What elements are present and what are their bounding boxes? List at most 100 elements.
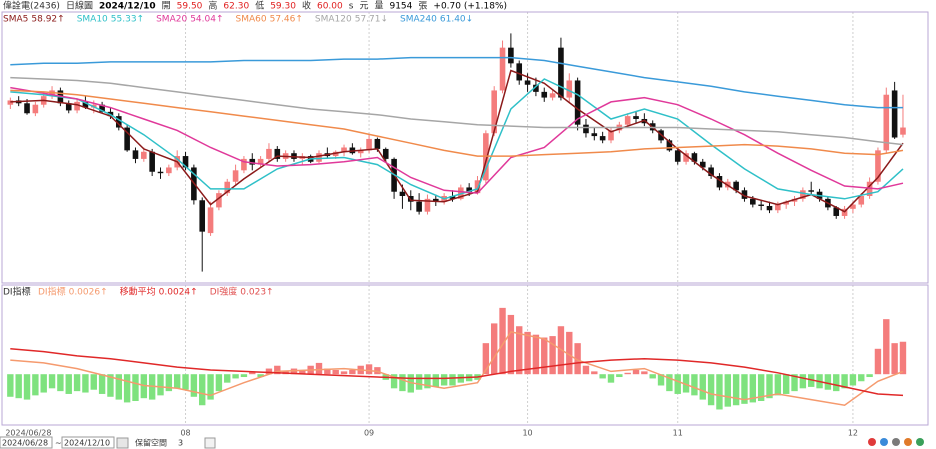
histogram-bar xyxy=(749,374,757,403)
candle-body xyxy=(541,91,548,98)
histogram-bar xyxy=(207,374,214,400)
histogram-bar xyxy=(866,374,873,378)
candle-body xyxy=(549,93,556,98)
histogram-bar xyxy=(791,374,798,392)
date-from-box[interactable] xyxy=(0,436,53,449)
candle-body xyxy=(257,158,264,165)
candle-body xyxy=(800,190,806,199)
legend-name: DI指標 xyxy=(38,286,66,298)
candle-body xyxy=(149,151,155,172)
histogram-bar xyxy=(399,374,406,392)
histogram-bar xyxy=(215,374,223,392)
date-from: 2024/06/28 xyxy=(2,439,48,448)
histogram-bar xyxy=(774,374,782,396)
histogram-bar xyxy=(874,348,882,375)
candle-body xyxy=(166,167,172,174)
candle-body xyxy=(716,176,723,188)
histogram-bar xyxy=(257,374,264,378)
histogram-bar xyxy=(883,319,890,375)
header-item: 量 xyxy=(374,1,383,12)
candle-body xyxy=(274,148,281,159)
candle-body xyxy=(875,150,881,182)
histogram-bar xyxy=(107,374,114,397)
histogram-bar xyxy=(349,369,356,375)
histogram-bar xyxy=(65,374,72,394)
spin-button[interactable] xyxy=(204,437,216,449)
candle-body xyxy=(499,47,506,91)
histogram-bar xyxy=(616,374,623,378)
candle-body xyxy=(65,103,72,111)
histogram-bar xyxy=(324,368,331,375)
header-item: 9154 xyxy=(389,2,412,12)
histogram-bar xyxy=(666,374,673,392)
legend-value: 61.40↓ xyxy=(440,15,473,25)
histogram-bar xyxy=(7,374,14,397)
candle-body xyxy=(241,158,247,171)
histogram-bar xyxy=(732,374,740,406)
histogram-bar xyxy=(532,334,540,375)
legend-value: 54.04↑ xyxy=(190,15,223,25)
histogram-bar xyxy=(707,374,715,406)
histogram-bar xyxy=(766,374,773,399)
histogram-bar xyxy=(691,374,698,396)
histogram-bar xyxy=(73,374,81,392)
apply-button[interactable] xyxy=(116,437,129,449)
histogram-bar xyxy=(23,374,31,400)
histogram-bar xyxy=(340,371,348,375)
header-item: 60.00 xyxy=(317,2,343,12)
header-item: 59.50 xyxy=(177,2,203,12)
line xyxy=(10,69,904,213)
candle-body xyxy=(566,80,573,98)
histogram-bar xyxy=(682,374,690,393)
candle-body xyxy=(157,171,164,174)
histogram-bar xyxy=(40,374,47,393)
indicator-title: DI指標 xyxy=(3,286,31,298)
histogram-bar xyxy=(490,323,498,375)
tool-icon[interactable] xyxy=(892,438,900,446)
legend-name: SMA10 xyxy=(77,15,108,25)
histogram-bar xyxy=(599,374,606,379)
histogram-bar xyxy=(115,374,122,400)
histogram-bar xyxy=(299,369,306,375)
candle-body xyxy=(141,151,147,159)
histogram-bar xyxy=(591,371,598,375)
tool-icon[interactable] xyxy=(916,438,924,446)
legend-value: 57.46↑ xyxy=(270,15,303,25)
tool-icon[interactable] xyxy=(880,438,888,446)
histogram-bar xyxy=(541,337,548,375)
candle-body xyxy=(608,130,614,141)
candle-body xyxy=(416,201,422,212)
candle-body xyxy=(775,204,781,211)
candle-body xyxy=(224,181,231,194)
date-to: 2024/12/10 xyxy=(64,439,110,448)
candle-body xyxy=(466,187,472,194)
candle-body xyxy=(633,116,639,119)
header-item: 元 xyxy=(359,2,368,12)
histogram-bar xyxy=(365,364,373,375)
histogram-bar xyxy=(574,343,581,375)
tool-icon[interactable] xyxy=(904,438,912,446)
histogram-bar xyxy=(265,368,273,375)
space-value: 3 xyxy=(178,439,183,448)
legend-name: SMA240 xyxy=(400,15,437,25)
date-to-box[interactable] xyxy=(61,436,115,449)
candle-body xyxy=(533,84,539,92)
candle-body xyxy=(491,90,497,134)
x-tick-label: 11 xyxy=(673,429,683,438)
x-tick-label: 2024/06/28 xyxy=(5,429,51,438)
line xyxy=(10,89,904,157)
histogram-bar xyxy=(182,374,189,390)
histogram-bar xyxy=(332,369,339,375)
histogram-bar xyxy=(390,374,398,389)
histogram-bar xyxy=(424,374,431,389)
tool-icon[interactable] xyxy=(868,438,876,446)
line xyxy=(10,86,904,194)
histogram-bar xyxy=(157,374,164,396)
histogram-bar xyxy=(199,374,206,406)
histogram-bar xyxy=(82,374,89,393)
legend-name: SMA5 xyxy=(3,15,28,25)
histogram-bar xyxy=(549,336,556,375)
header-item: 張 xyxy=(418,1,427,12)
candle-body xyxy=(407,195,414,202)
candle-body xyxy=(232,170,239,182)
